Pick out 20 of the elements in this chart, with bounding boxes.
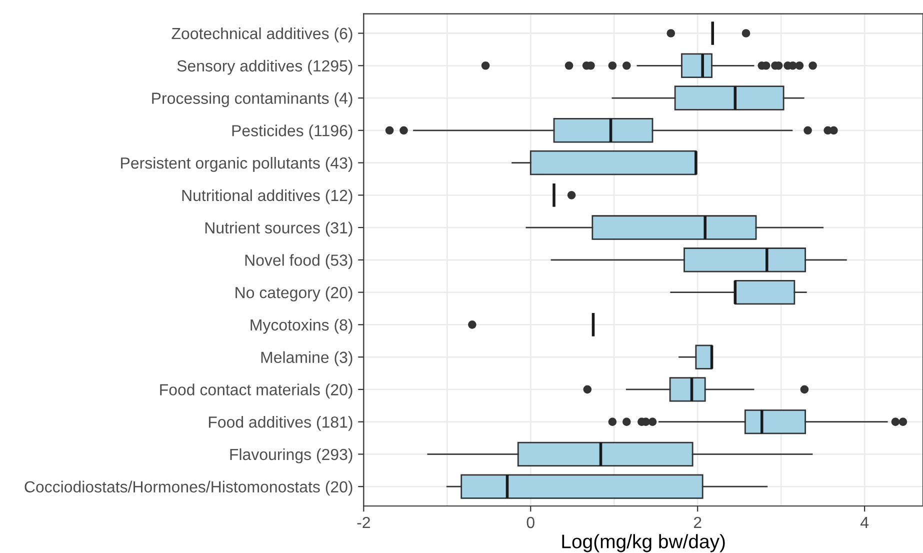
y-tick-label: Food contact materials (20) [160, 384, 352, 399]
x-tick-label: 0 [526, 516, 534, 528]
y-tick-label: Nutrient sources (31) [205, 222, 352, 237]
y-tick-label: Sensory additives (1295) [177, 60, 352, 75]
y-tick-label: Nutritional additives (12) [182, 189, 352, 204]
y-tick-label: Food additives (181) [208, 416, 352, 431]
y-tick-label: No category (20) [236, 286, 352, 302]
y-tick-label: Cocciodiostats/Hormones/Histomonostats (20) [24, 480, 352, 496]
y-tick-label: Zootechnical additives (6) [172, 27, 352, 42]
y-tick-label: Novel food (53) [245, 254, 352, 270]
x-tick-label: -2 [357, 516, 370, 528]
y-tick-label: Melamine (3) [261, 351, 352, 366]
y-tick-label: Flavourings (293) [230, 448, 352, 464]
y-tick-label: Persistent organic pollutants (43) [121, 156, 352, 172]
y-tick-label: Processing contaminants (4) [152, 92, 352, 108]
y-tick-label: Pesticides (1196) [232, 124, 352, 140]
x-tick-label: 4 [860, 517, 869, 528]
y-tick-label: Mycotoxins (8) [250, 318, 352, 334]
x-tick-label: 2 [694, 516, 702, 528]
x-axis-title: Log(mg/kg bw/day) [562, 534, 725, 552]
